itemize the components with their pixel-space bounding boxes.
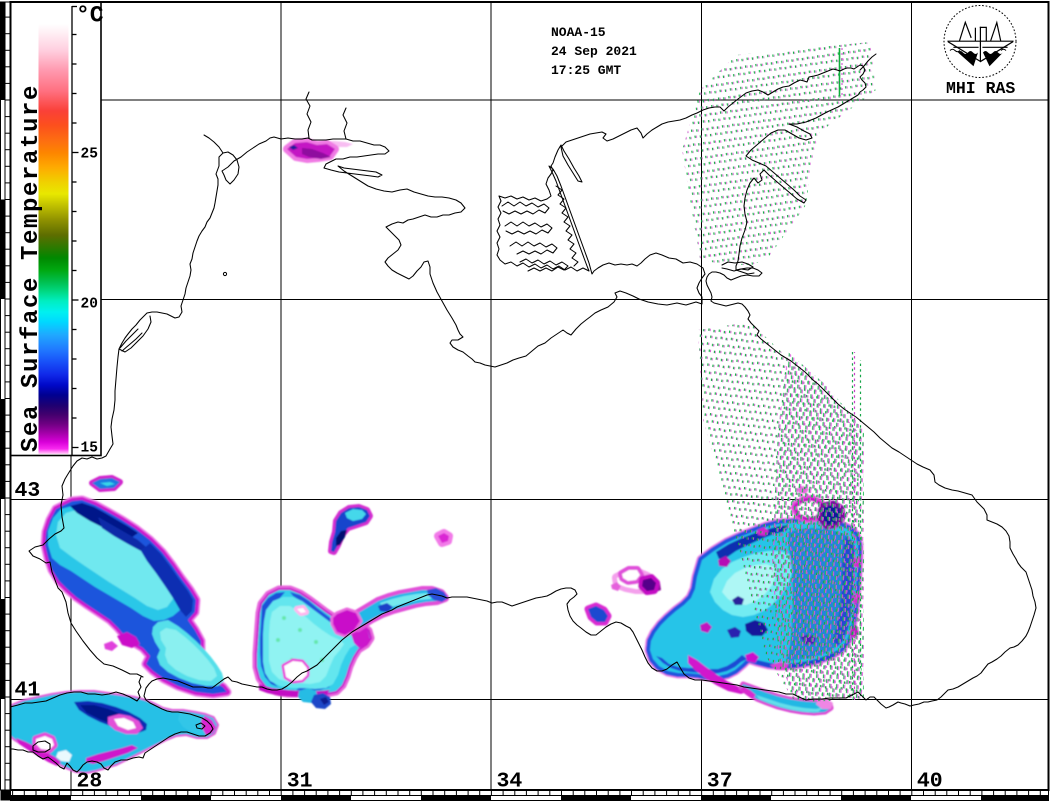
svg-text:34: 34 [497,770,523,794]
svg-text:43: 43 [15,479,41,503]
svg-text:Sea Surface Temperature: Sea Surface Temperature [18,84,45,452]
svg-text:NOAA-15: NOAA-15 [551,25,606,40]
svg-text:28: 28 [77,770,103,794]
svg-text:20: 20 [81,297,98,313]
svg-text:24 Sep 2021: 24 Sep 2021 [551,44,637,59]
svg-text:41: 41 [15,679,41,703]
svg-text:37: 37 [707,770,733,794]
svg-text:40: 40 [917,770,943,794]
svg-text:15: 15 [81,441,98,457]
svg-text:17:25 GMT: 17:25 GMT [551,63,621,78]
svg-text:31: 31 [287,770,313,794]
svg-text:25: 25 [81,147,98,163]
svg-text:MHI RAS: MHI RAS [946,79,1015,98]
svg-text:°C: °C [76,3,104,29]
